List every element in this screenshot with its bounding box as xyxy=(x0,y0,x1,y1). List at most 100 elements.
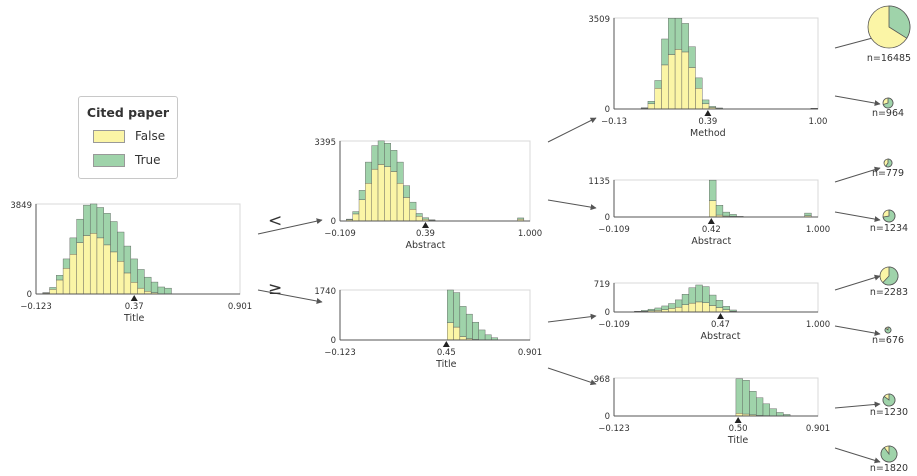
node-ll-xmin-label: −0.13 xyxy=(601,117,627,127)
node-root-bar-true xyxy=(164,287,172,295)
node-root-bar-true xyxy=(117,231,125,262)
edge-right-rl xyxy=(547,313,597,323)
node-lr-bar-true xyxy=(722,211,730,217)
leaf7-pie: n=1230 xyxy=(870,393,908,418)
node-left-bar-true xyxy=(358,190,366,200)
node-rl-ymax-label: 719 xyxy=(594,280,610,290)
node-root-bar-false xyxy=(89,233,98,295)
node-left-xmax-label: 1.000 xyxy=(518,229,542,239)
node-lr-feature-label: Abstract xyxy=(691,236,731,247)
node-left-bar-false xyxy=(409,209,417,222)
node-left-bar-true xyxy=(377,140,385,165)
node-root-xmin-label: −0.123 xyxy=(20,302,51,312)
node-root-bar-false xyxy=(62,268,71,295)
node-right-bar-true xyxy=(478,329,486,341)
leaf1-count-label: n=16485 xyxy=(867,53,911,64)
node-lr-split-marker xyxy=(707,218,715,224)
node-ll-feature-label: Method xyxy=(690,128,726,139)
node-left-bar-false xyxy=(358,199,366,222)
node-left-bar-true xyxy=(409,201,417,210)
node-right-ymax-label: 1740 xyxy=(314,287,336,297)
node-left-bar-false xyxy=(352,213,360,222)
leaf3-count-label: n=779 xyxy=(872,168,904,179)
node-lr-split-label: 0.42 xyxy=(702,225,721,235)
node-root-bar-false xyxy=(103,244,111,295)
leaf-nodes: n=16485 n=964 n=779 n=1234 n=2283 n=676 n=1230… xyxy=(867,5,911,474)
legend-title: Cited paper xyxy=(86,105,170,120)
node-right-xmin-label: −0.123 xyxy=(324,348,355,358)
leaf5-count-label: n=2283 xyxy=(870,287,908,298)
node-rr-bar-true xyxy=(756,397,764,416)
node-root-bar-true xyxy=(69,237,77,255)
leaf6-pie: n=676 xyxy=(872,326,904,346)
node-left-bar-true xyxy=(371,145,379,170)
node-ll-bar-false xyxy=(695,88,703,110)
edge-root-left xyxy=(257,218,323,235)
node-ll-bar-false xyxy=(674,49,683,110)
node-left-bar-true xyxy=(390,150,398,172)
leaf6-slice-true xyxy=(884,326,892,334)
node-ll-bar-true xyxy=(688,46,696,68)
node-rl-bar-true xyxy=(647,308,656,311)
node-right-ymin-label: 0 xyxy=(331,336,336,346)
leaf8-slice-true xyxy=(880,445,898,463)
node-rl-xmax-label: 1.000 xyxy=(806,320,830,330)
node-rl-bar-false xyxy=(668,308,676,313)
node-lr-bar-true xyxy=(715,205,724,216)
node-rr-ymin-label: 0 xyxy=(605,412,610,422)
leaf6-count-label: n=676 xyxy=(872,335,904,346)
node-left-bar-false xyxy=(403,197,410,222)
node-root-bar-false xyxy=(49,289,57,295)
node-ll-bar-false xyxy=(647,103,655,110)
node-root-bar-true xyxy=(103,213,111,246)
edge-lr-leaf3 xyxy=(834,166,881,183)
node-ll-split-marker xyxy=(704,110,712,116)
node-ll-bar-false xyxy=(681,51,689,110)
node-left-ymax-label: 3395 xyxy=(314,138,336,148)
node-ll-ymin-label: 0 xyxy=(605,105,610,115)
edge-rl-leaf6 xyxy=(834,325,881,337)
node-left-bar-false xyxy=(390,171,398,222)
node-ll-bar-false xyxy=(661,64,669,110)
node-rr-split-marker xyxy=(734,417,742,423)
node-ll-bar-true xyxy=(702,99,710,105)
node-left-bar-true xyxy=(403,185,410,198)
edge-left-lr xyxy=(547,199,597,211)
leaf8-pie: n=1820 xyxy=(870,445,908,474)
node-rl-bar-true xyxy=(695,284,703,303)
leaf3-slice-true xyxy=(885,158,893,168)
node-lr-bar-true xyxy=(804,212,812,216)
node-root-bar-true xyxy=(130,258,138,283)
edge-lr-leaf4 xyxy=(834,211,881,223)
node-rr-bar-true xyxy=(735,378,743,414)
node-rl-ymin-label: 0 xyxy=(605,308,610,318)
node-rl-split-marker xyxy=(717,313,725,319)
node-left-bar-true xyxy=(346,218,353,221)
leaf1-pie: n=16485 xyxy=(867,5,911,64)
legend: Cited paper False True xyxy=(78,96,178,179)
node-left-xmin-label: −0.109 xyxy=(324,229,355,239)
node-root-bar-true xyxy=(144,276,152,292)
node-rl-bar-true xyxy=(715,300,724,308)
edge-rr-leaf7 xyxy=(834,401,881,409)
node-root-bar-true xyxy=(150,281,159,293)
node-right-split-label: 0.45 xyxy=(437,348,456,358)
node-rr-split-label: 0.50 xyxy=(729,424,748,434)
node-root-bar-false xyxy=(123,272,132,295)
node-left-bar-true xyxy=(517,217,525,220)
node-ll-split-label: 0.39 xyxy=(698,117,717,127)
node-root-bar-false xyxy=(110,251,118,295)
edge-left-ll xyxy=(547,117,597,143)
leaf7-slice-true xyxy=(882,393,896,407)
node-rr-bar-true xyxy=(762,403,770,416)
node-rl-bar-true xyxy=(675,299,683,308)
node-rr-bar-true xyxy=(776,412,784,417)
node-ll-ymax-label: 3509 xyxy=(588,15,610,25)
node-rl-feature-label: Abstract xyxy=(701,331,741,342)
node-lr-bar-false xyxy=(709,200,717,218)
node-root-bar-true xyxy=(62,258,71,269)
